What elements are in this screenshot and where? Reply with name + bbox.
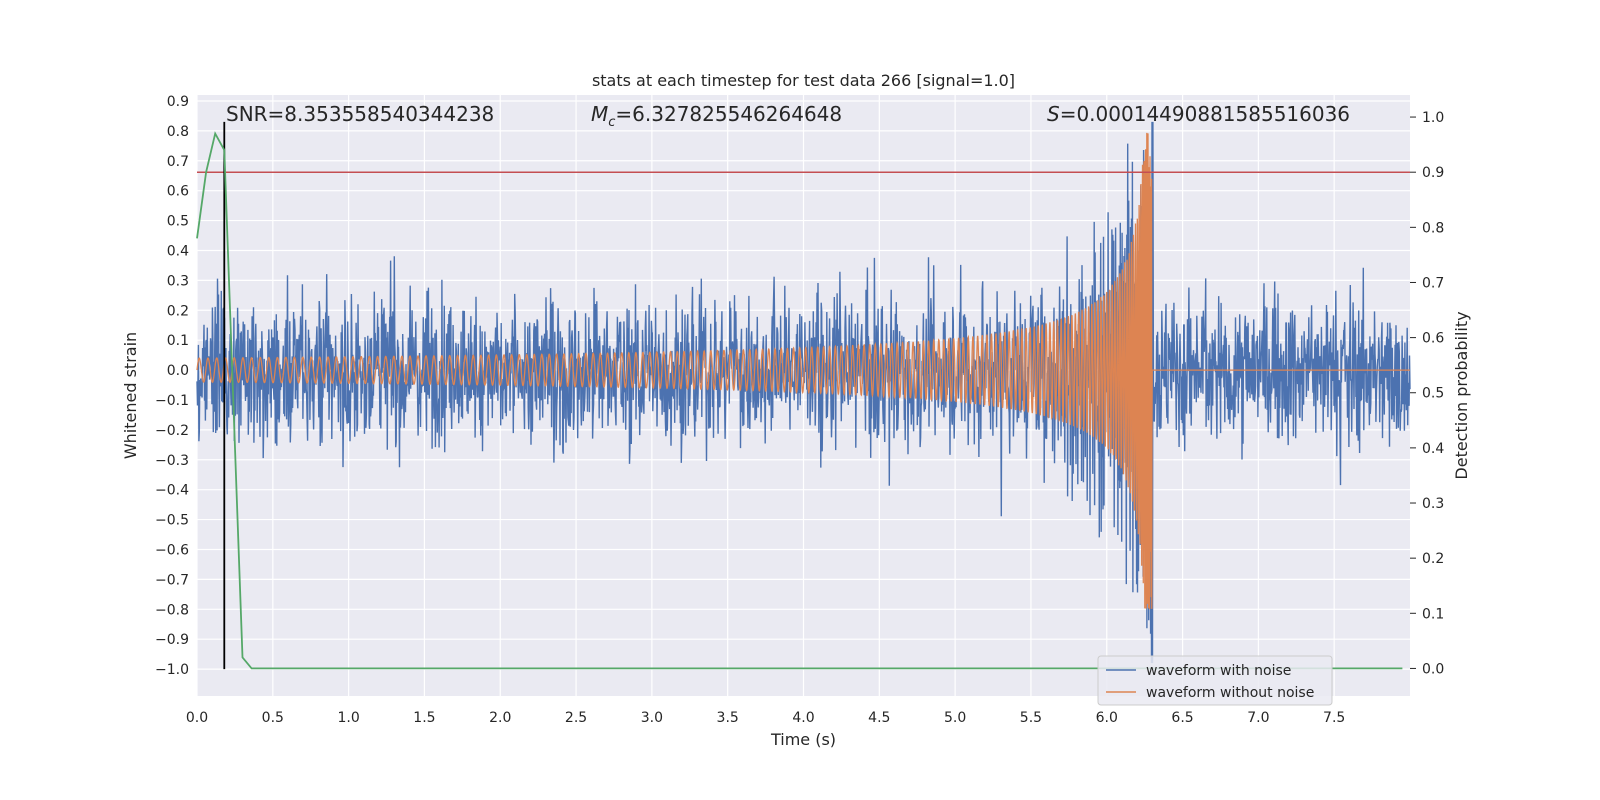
x-tick-label: 3.5: [717, 710, 739, 726]
y-right-tick-label: 0.4: [1422, 441, 1444, 457]
y-left-tick-label: −0.2: [155, 423, 189, 439]
y-left-tick-label: 0.5: [167, 214, 189, 230]
legend-label-without-noise: waveform without noise: [1146, 685, 1314, 701]
s-symbol: S: [1047, 102, 1060, 126]
y-left-tick-label: 0.6: [167, 184, 189, 200]
mc-subscript: c: [608, 115, 615, 130]
y-left-tick-label: −0.1: [155, 393, 189, 409]
y-left-tick-label: −1.0: [155, 662, 189, 678]
y-axis-right-ticks: 0.0 0.1 0.2 0.3 0.4 0.5 0.6 0.7 0.8 0.9 1.0: [1410, 110, 1444, 677]
series-detection-probability: [196, 131, 1403, 670]
y-right-tick-label: 1.0: [1422, 110, 1444, 126]
y-axis-left-ticks: 0.9 0.8 0.7 0.6 0.5 0.4 0.3 0.2 0.1 0.0 −0.1 −0.2 −0…: [155, 94, 189, 678]
y-left-tick-label: −0.3: [155, 453, 189, 469]
x-tick-label: 2.0: [489, 710, 511, 726]
x-tick-label: 7.0: [1247, 710, 1269, 726]
y-right-tick-label: 0.6: [1422, 331, 1444, 347]
chirp-mass-annotation: Mc=6.327825546264648: [591, 102, 842, 130]
y-left-tick-label: 0.2: [167, 303, 189, 319]
x-tick-label: 4.0: [792, 710, 814, 726]
y-right-tick-label: 0.7: [1422, 275, 1444, 291]
x-tick-label: 0.0: [186, 710, 208, 726]
y-left-tick-label: 0.3: [167, 273, 189, 289]
x-tick-label: 2.5: [565, 710, 587, 726]
y-right-tick-label: 0.3: [1422, 496, 1444, 512]
x-tick-label: 5.0: [944, 710, 966, 726]
y-left-tick-label: −0.4: [155, 483, 189, 499]
x-tick-label: 1.5: [413, 710, 435, 726]
y-left-tick-label: −0.8: [155, 602, 189, 618]
series-waveform-without-noise: [196, 132, 1410, 610]
x-tick-label: 7.5: [1323, 710, 1345, 726]
x-tick-label: 4.5: [868, 710, 890, 726]
x-tick-label: 0.5: [262, 710, 284, 726]
chart-title: stats at each timestep for test data 266…: [592, 71, 1015, 90]
x-tick-label: 1.0: [337, 710, 359, 726]
y-right-tick-label: 0.9: [1422, 165, 1444, 181]
x-tick-label: 6.5: [1171, 710, 1193, 726]
x-axis-ticks: 0.0 0.5 1.0 1.5 2.0 2.5 3.0 3.5 4.0 4.5 5.0 5.5 6.0 6…: [186, 710, 1345, 726]
gridlines: [196, 95, 1410, 696]
legend-label-with-noise: waveform with noise: [1146, 663, 1291, 679]
y-left-tick-label: −0.7: [155, 572, 189, 588]
mc-value: =6.327825546264648: [615, 102, 842, 126]
y-right-tick-label: 0.1: [1422, 606, 1444, 622]
legend: waveform with noise waveform without noi…: [1097, 655, 1333, 706]
mc-symbol: M: [591, 102, 608, 126]
waveform-without-noise-line: [196, 132, 1410, 610]
snr-annotation: SNR=8.353558540344238: [226, 102, 494, 126]
y-right-tick-label: 0.5: [1422, 386, 1444, 402]
y-axis-right-label: Detection probability: [1452, 311, 1471, 479]
x-axis-label: Time (s): [770, 730, 836, 749]
y-left-tick-label: 0.7: [167, 154, 189, 170]
legend-box: [1097, 655, 1333, 706]
y-right-tick-label: 0.0: [1422, 661, 1444, 677]
x-tick-label: 6.0: [1096, 710, 1118, 726]
s-value: =0.00014490881585516036: [1060, 102, 1350, 126]
y-left-tick-label: −0.6: [155, 542, 189, 558]
y-left-tick-label: 0.1: [167, 333, 189, 349]
y-left-tick-label: 0.8: [167, 124, 189, 140]
plot-content: [196, 121, 1411, 670]
y-axis-left-label: Whitened strain: [121, 332, 140, 459]
s-annotation: S=0.00014490881585516036: [1047, 102, 1350, 126]
y-left-tick-label: 0.9: [167, 94, 189, 110]
y-right-tick-label: 0.8: [1422, 220, 1444, 236]
x-tick-label: 3.0: [641, 710, 663, 726]
y-left-tick-label: 0.0: [167, 363, 189, 379]
y-left-tick-label: −0.9: [155, 632, 189, 648]
y-left-tick-label: 0.4: [167, 243, 189, 259]
series-waveform-with-noise: [196, 121, 1411, 664]
waveform-with-noise-line: [196, 121, 1411, 664]
x-tick-label: 5.5: [1020, 710, 1042, 726]
y-left-tick-label: −0.5: [155, 513, 189, 529]
y-right-tick-label: 0.2: [1422, 551, 1444, 567]
